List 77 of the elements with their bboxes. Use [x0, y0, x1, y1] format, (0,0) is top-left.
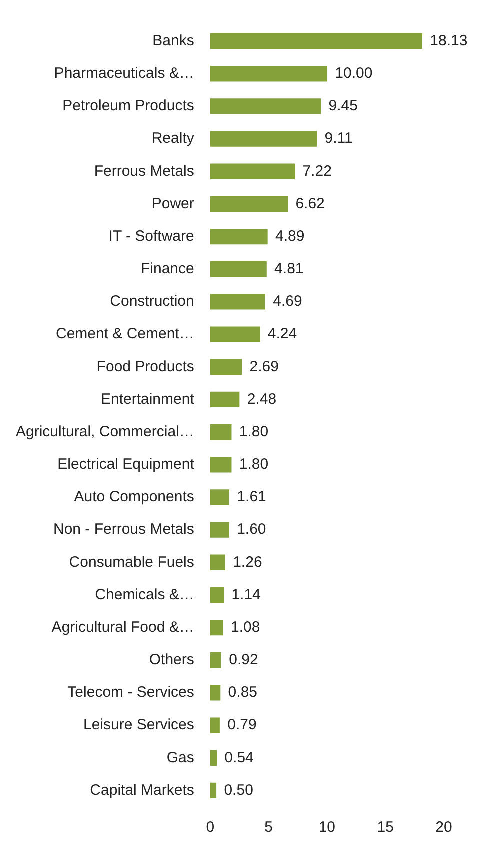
y-tick-label: Agricultural Food &… — [52, 618, 194, 636]
y-tick-label: Gas — [166, 749, 194, 766]
y-tick-label: Leisure Services — [83, 716, 194, 734]
data-label: 7.22 — [302, 162, 332, 180]
bar — [210, 294, 266, 310]
data-label: 9.45 — [328, 98, 358, 115]
data-label: 4.81 — [274, 260, 304, 278]
y-tick-label: Chemicals &… — [95, 586, 194, 604]
y-tick-label: Capital Markets — [90, 782, 194, 799]
bar — [210, 718, 220, 734]
data-label: 4.24 — [268, 326, 298, 343]
bar — [210, 228, 268, 245]
y-tick-label: Electrical Equipment — [58, 456, 196, 474]
y-tick-label: Consumable Fuels — [69, 554, 194, 571]
x-tick-label: 20 — [436, 819, 452, 836]
data-label: 18.13 — [430, 32, 468, 50]
bar — [210, 33, 422, 50]
bar — [210, 164, 296, 180]
y-tick-label: Ferrous Metals — [94, 162, 194, 180]
bar — [210, 392, 240, 408]
y-tick-label: Food Products — [96, 358, 194, 376]
bar — [210, 326, 260, 342]
bar — [210, 66, 328, 82]
data-label: 6.62 — [296, 195, 325, 212]
x-tick-label: 5 — [264, 819, 273, 836]
y-tick-label: Realty — [152, 130, 195, 148]
bar — [210, 131, 318, 147]
data-label: 4.89 — [275, 228, 305, 245]
data-label: 1.61 — [237, 488, 266, 506]
y-tick-label: Petroleum Products — [62, 98, 194, 115]
bar — [210, 522, 230, 538]
x-tick-label: 10 — [318, 819, 336, 836]
y-tick-label: Power — [152, 195, 194, 212]
x-tick-label: 0 — [206, 819, 215, 836]
bar — [210, 587, 224, 604]
data-label: 0.79 — [228, 716, 257, 734]
bar — [210, 685, 221, 701]
y-tick-label: Agricultural, Commercial… — [16, 423, 194, 440]
data-label: 4.69 — [273, 293, 302, 310]
y-tick-label: Banks — [152, 32, 194, 50]
y-tick-label: Construction — [110, 293, 194, 310]
bar — [210, 554, 226, 570]
data-label: 0.50 — [224, 782, 254, 799]
data-label: 1.80 — [239, 456, 269, 474]
y-tick-label: Non - Ferrous Metals — [54, 521, 194, 538]
bar — [210, 262, 267, 278]
y-tick-label: Cement & Cement… — [56, 326, 194, 343]
y-tick-label: Auto Components — [74, 488, 194, 506]
data-label: 1.80 — [239, 423, 269, 440]
data-label: 9.11 — [324, 130, 353, 148]
bar — [210, 424, 232, 440]
data-label: 0.92 — [229, 652, 258, 669]
data-label: 2.48 — [247, 390, 277, 408]
data-label: 0.85 — [228, 684, 258, 702]
x-tick-label: 15 — [377, 819, 394, 836]
bar — [210, 196, 288, 212]
data-label: 0.54 — [224, 749, 254, 766]
data-label: 10.00 — [335, 65, 373, 82]
y-tick-label: IT - Software — [108, 228, 194, 245]
bar — [210, 782, 217, 799]
y-tick-label: Entertainment — [100, 390, 196, 408]
data-label: 2.69 — [250, 358, 279, 376]
bar — [210, 750, 218, 766]
data-label: 1.08 — [230, 618, 260, 636]
data-label: 1.26 — [233, 554, 262, 571]
y-tick-label: Finance — [141, 260, 194, 278]
bar — [210, 359, 242, 375]
data-label: 1.14 — [232, 586, 261, 604]
y-tick-label: Pharmaceuticals &… — [54, 65, 194, 82]
bar — [210, 652, 222, 668]
data-label: 1.60 — [237, 521, 266, 538]
bar — [210, 490, 230, 506]
bar — [210, 457, 232, 473]
bar — [210, 98, 322, 114]
y-tick-label: Telecom - Services — [68, 684, 194, 702]
y-tick-label: Others — [149, 652, 194, 669]
bar — [210, 620, 224, 636]
